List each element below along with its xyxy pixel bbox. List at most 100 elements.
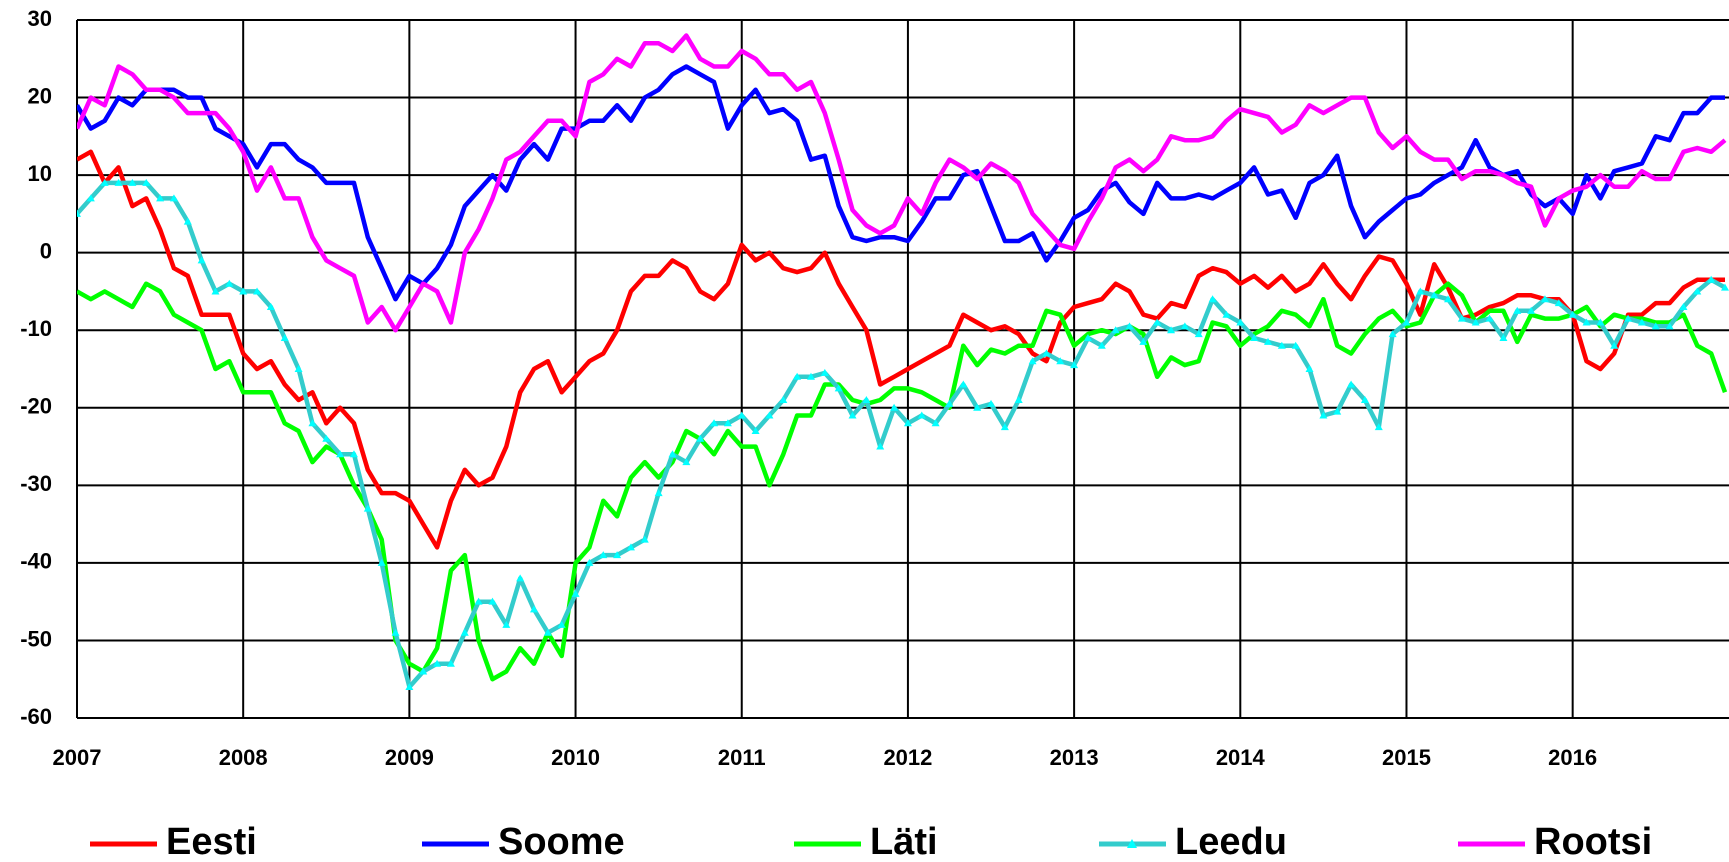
marker [474, 597, 483, 605]
marker [1167, 326, 1176, 334]
series-line [77, 33, 1727, 333]
marker [322, 434, 331, 442]
marker [571, 589, 580, 597]
marker [931, 419, 940, 427]
marker [557, 620, 566, 628]
marker [696, 434, 705, 442]
marker [820, 368, 829, 376]
marker [1236, 318, 1245, 326]
marker [1582, 318, 1591, 326]
marker [848, 411, 857, 419]
marker [890, 403, 899, 411]
marker [294, 365, 303, 372]
y-tick-label: -30 [20, 471, 52, 496]
marker [197, 256, 206, 264]
marker [1527, 306, 1536, 314]
marker [114, 178, 123, 186]
marker [1180, 322, 1189, 330]
x-tick-label: 2011 [718, 745, 766, 770]
marker [917, 411, 926, 419]
marker [585, 558, 594, 566]
marker [613, 551, 622, 559]
marker [945, 399, 954, 407]
marker [1665, 322, 1674, 330]
marker [1471, 318, 1480, 326]
marker [543, 628, 552, 636]
marker [1610, 341, 1619, 349]
marker [1444, 295, 1453, 303]
marker [1319, 411, 1328, 419]
y-tick-label: -40 [20, 549, 52, 574]
series-line [77, 281, 1728, 682]
marker [1263, 337, 1272, 345]
y-tick-label: -60 [20, 704, 52, 729]
marker [1693, 287, 1702, 295]
marker [502, 620, 511, 628]
marker [128, 178, 137, 186]
marker [405, 682, 414, 690]
marker [1360, 396, 1369, 404]
marker [433, 659, 442, 667]
marker [1513, 306, 1522, 314]
marker [751, 427, 760, 435]
y-tick-label: 0 [40, 238, 52, 263]
marker [1139, 337, 1148, 345]
marker [1347, 380, 1356, 388]
marker [1097, 341, 1106, 349]
marker [1333, 407, 1342, 415]
marker [363, 504, 372, 512]
x-tick-label: 2008 [219, 745, 268, 770]
marker [488, 597, 497, 605]
marker [77, 209, 81, 217]
marker [793, 372, 802, 380]
marker [1153, 318, 1162, 326]
x-tick-label: 2015 [1382, 745, 1431, 770]
marker [100, 178, 109, 186]
marker [640, 535, 649, 543]
marker [142, 178, 151, 186]
marker [183, 217, 192, 225]
marker [834, 384, 843, 392]
marker [599, 551, 608, 559]
x-tick-label: 2010 [551, 745, 600, 770]
x-tick-label: 2012 [883, 745, 932, 770]
marker [1083, 333, 1092, 341]
marker [239, 287, 248, 295]
y-tick-label: -10 [20, 316, 52, 341]
y-tick-label: 30 [28, 6, 52, 31]
y-tick-label: -50 [20, 626, 52, 651]
marker [1042, 349, 1051, 357]
marker [1277, 341, 1286, 349]
marker [377, 558, 386, 566]
series-line [77, 149, 1725, 550]
marker [862, 396, 871, 404]
marker [987, 399, 996, 407]
marker [1208, 295, 1217, 303]
marker [225, 279, 234, 287]
marker [1374, 423, 1383, 431]
x-tick-label: 2007 [53, 745, 102, 770]
marker [1637, 318, 1646, 326]
marker [1651, 322, 1660, 330]
marker [959, 380, 968, 388]
marker [626, 543, 635, 551]
marker [1485, 314, 1494, 322]
series-line [77, 180, 1727, 690]
marker [460, 628, 469, 636]
marker [710, 419, 719, 427]
marker [419, 667, 428, 675]
marker [1056, 357, 1065, 365]
marker [1028, 357, 1037, 365]
marker [1624, 314, 1633, 322]
marker [253, 287, 262, 295]
marker [876, 442, 885, 450]
series-line [77, 64, 1725, 302]
marker [1554, 299, 1563, 307]
marker [903, 419, 912, 427]
marker [156, 194, 165, 202]
marker [765, 411, 774, 419]
x-tick-label: 2009 [385, 745, 434, 770]
marker [1305, 365, 1314, 372]
marker [723, 419, 732, 427]
